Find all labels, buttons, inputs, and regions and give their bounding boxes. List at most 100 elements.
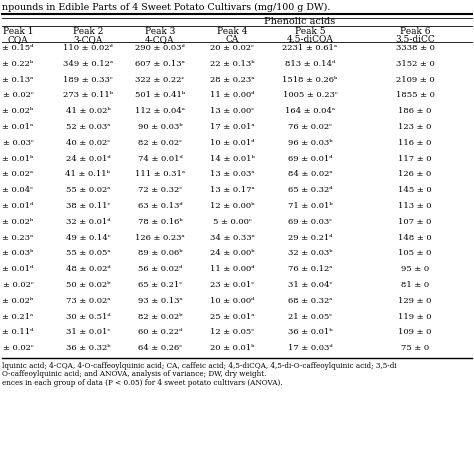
Text: 189 ± 0.33ᶜ: 189 ± 0.33ᶜ (63, 75, 113, 83)
Text: 2109 ± 0: 2109 ± 0 (396, 75, 434, 83)
Text: 186 ± 0: 186 ± 0 (398, 107, 432, 115)
Text: 126 ± 0: 126 ± 0 (398, 170, 432, 178)
Text: 31 ± 0.01ᶜ: 31 ± 0.01ᶜ (66, 328, 110, 337)
Text: ± 0.04ᶜ: ± 0.04ᶜ (2, 186, 34, 194)
Text: 75 ± 0: 75 ± 0 (401, 344, 429, 352)
Text: 12 ± 0.00ᵇ: 12 ± 0.00ᵇ (210, 202, 254, 210)
Text: 30 ± 0.51ᵈ: 30 ± 0.51ᵈ (65, 312, 110, 320)
Text: 69 ± 0.03ᶜ: 69 ± 0.03ᶜ (288, 218, 332, 226)
Text: ± 0.23ᵃ: ± 0.23ᵃ (2, 234, 34, 242)
Text: CQA: CQA (8, 35, 28, 44)
Text: npounds in Edible Parts of 4 Sweet Potato Cultivars (mg/100 g DW).: npounds in Edible Parts of 4 Sweet Potat… (2, 3, 330, 12)
Text: ± 0.02ᵃ: ± 0.02ᵃ (2, 170, 34, 178)
Text: 145 ± 0: 145 ± 0 (398, 186, 432, 194)
Text: 50 ± 0.02ᵇ: 50 ± 0.02ᵇ (66, 281, 110, 289)
Text: ± 0.21ᵃ: ± 0.21ᵃ (2, 312, 34, 320)
Text: 23 ± 0.01ᶜ: 23 ± 0.01ᶜ (210, 281, 254, 289)
Text: 24 ± 0.01ᵈ: 24 ± 0.01ᵈ (65, 155, 110, 163)
Text: 322 ± 0.22ᶜ: 322 ± 0.22ᶜ (136, 75, 185, 83)
Text: 76 ± 0.02ᶜ: 76 ± 0.02ᶜ (288, 123, 332, 131)
Text: 20 ± 0.01ᵇ: 20 ± 0.01ᵇ (210, 344, 254, 352)
Text: 3152 ± 0: 3152 ± 0 (396, 60, 434, 68)
Text: ± 0.22ᵇ: ± 0.22ᵇ (2, 60, 34, 68)
Text: ± 0.02ᶜ: ± 0.02ᶜ (3, 281, 33, 289)
Text: 11 ± 0.00ᵈ: 11 ± 0.00ᵈ (210, 265, 255, 273)
Text: ± 0.01ᵃ: ± 0.01ᵃ (2, 123, 34, 131)
Text: ± 0.03ᶜ: ± 0.03ᶜ (2, 139, 34, 147)
Text: 82 ± 0.02ᵇ: 82 ± 0.02ᵇ (138, 312, 182, 320)
Text: 11 ± 0.00ᵈ: 11 ± 0.00ᵈ (210, 91, 255, 100)
Text: 93 ± 0.13ᵃ: 93 ± 0.13ᵃ (137, 297, 182, 305)
Text: 3,5-diCC: 3,5-diCC (395, 35, 435, 44)
Text: 17 ± 0.03ᵈ: 17 ± 0.03ᵈ (288, 344, 332, 352)
Text: 38 ± 0.11ᶜ: 38 ± 0.11ᶜ (66, 202, 110, 210)
Text: ± 0.01ᵈ: ± 0.01ᵈ (2, 265, 34, 273)
Text: 123 ± 0: 123 ± 0 (398, 123, 432, 131)
Text: 1518 ± 0.26ᵇ: 1518 ± 0.26ᵇ (283, 75, 337, 83)
Text: ences in each group of data (P < 0.05) for 4 sweet potato cultivars (ANOVA).: ences in each group of data (P < 0.05) f… (2, 379, 283, 387)
Text: 82 ± 0.02ᶜ: 82 ± 0.02ᶜ (138, 139, 182, 147)
Text: Peak 1: Peak 1 (3, 27, 33, 36)
Text: 1005 ± 0.23ᶜ: 1005 ± 0.23ᶜ (283, 91, 337, 100)
Text: 76 ± 0.12ᵃ: 76 ± 0.12ᵃ (288, 265, 332, 273)
Text: 116 ± 0: 116 ± 0 (398, 139, 432, 147)
Text: 290 ± 0.03ᵈ: 290 ± 0.03ᵈ (135, 44, 185, 52)
Text: 95 ± 0: 95 ± 0 (401, 265, 429, 273)
Text: 48 ± 0.02ᵈ: 48 ± 0.02ᵈ (65, 265, 110, 273)
Text: 41 ± 0.11ᵇ: 41 ± 0.11ᵇ (65, 170, 110, 178)
Text: 65 ± 0.32ᵈ: 65 ± 0.32ᵈ (288, 186, 332, 194)
Text: 36 ± 0.32ᵇ: 36 ± 0.32ᵇ (66, 344, 110, 352)
Text: 96 ± 0.03ᵇ: 96 ± 0.03ᵇ (288, 139, 332, 147)
Text: 24 ± 0.00ᵇ: 24 ± 0.00ᵇ (210, 249, 255, 257)
Text: lquinic acid; 4-CQA, 4-O-caffeoylquinic acid; CA, caffeic acid; 4,5-diCQA, 4,5-d: lquinic acid; 4-CQA, 4-O-caffeoylquinic … (2, 362, 397, 370)
Text: 28 ± 0.23ᵃ: 28 ± 0.23ᵃ (210, 75, 254, 83)
Text: 32 ± 0.03ᵇ: 32 ± 0.03ᵇ (288, 249, 332, 257)
Text: Peak 6: Peak 6 (400, 27, 430, 36)
Text: 32 ± 0.01ᵈ: 32 ± 0.01ᵈ (66, 218, 110, 226)
Text: 110 ± 0.02ᵈ: 110 ± 0.02ᵈ (63, 44, 113, 52)
Text: 117 ± 0: 117 ± 0 (398, 155, 432, 163)
Text: 349 ± 0.12ᵃ: 349 ± 0.12ᵃ (63, 60, 113, 68)
Text: 81 ± 0: 81 ± 0 (401, 281, 429, 289)
Text: 12 ± 0.05ᶜ: 12 ± 0.05ᶜ (210, 328, 254, 337)
Text: 56 ± 0.02ᵈ: 56 ± 0.02ᵈ (138, 265, 182, 273)
Text: 65 ± 0.21ᶜ: 65 ± 0.21ᶜ (138, 281, 182, 289)
Text: 148 ± 0: 148 ± 0 (398, 234, 432, 242)
Text: 29 ± 0.21ᵈ: 29 ± 0.21ᵈ (288, 234, 332, 242)
Text: 607 ± 0.13ᵃ: 607 ± 0.13ᵃ (135, 60, 185, 68)
Text: 52 ± 0.03ᵃ: 52 ± 0.03ᵃ (66, 123, 110, 131)
Text: 3338 ± 0: 3338 ± 0 (396, 44, 435, 52)
Text: 64 ± 0.26ᶜ: 64 ± 0.26ᶜ (138, 344, 182, 352)
Text: 31 ± 0.04ᶜ: 31 ± 0.04ᶜ (288, 281, 332, 289)
Text: 1855 ± 0: 1855 ± 0 (396, 91, 435, 100)
Text: ± 0.02ᵇ: ± 0.02ᵇ (2, 218, 34, 226)
Text: 129 ± 0: 129 ± 0 (398, 297, 432, 305)
Text: 34 ± 0.33ᵃ: 34 ± 0.33ᵃ (210, 234, 255, 242)
Text: 126 ± 0.23ᵃ: 126 ± 0.23ᵃ (135, 234, 185, 242)
Text: 21 ± 0.05ᶜ: 21 ± 0.05ᶜ (288, 312, 332, 320)
Text: 72 ± 0.32ᶜ: 72 ± 0.32ᶜ (138, 186, 182, 194)
Text: 4,5-diCQA: 4,5-diCQA (287, 35, 333, 44)
Text: Phenolic acids: Phenolic acids (264, 17, 336, 26)
Text: 84 ± 0.02ᵃ: 84 ± 0.02ᵃ (288, 170, 332, 178)
Text: ± 0.02ᶜ: ± 0.02ᶜ (3, 344, 33, 352)
Text: ± 0.02ᵇ: ± 0.02ᵇ (2, 107, 34, 115)
Text: 164 ± 0.04ᵃ: 164 ± 0.04ᵃ (285, 107, 335, 115)
Text: 49 ± 0.14ᶜ: 49 ± 0.14ᶜ (66, 234, 110, 242)
Text: 90 ± 0.03ᵇ: 90 ± 0.03ᵇ (137, 123, 182, 131)
Text: 55 ± 0.05ᵃ: 55 ± 0.05ᵃ (66, 249, 110, 257)
Text: 73 ± 0.02ᵃ: 73 ± 0.02ᵃ (66, 297, 110, 305)
Text: 68 ± 0.32ᵃ: 68 ± 0.32ᵃ (288, 297, 332, 305)
Text: Peak 3: Peak 3 (145, 27, 175, 36)
Text: 109 ± 0: 109 ± 0 (398, 328, 432, 337)
Text: 71 ± 0.01ᵇ: 71 ± 0.01ᵇ (288, 202, 332, 210)
Text: ± 0.01ᵇ: ± 0.01ᵇ (2, 155, 34, 163)
Text: 105 ± 0: 105 ± 0 (398, 249, 432, 257)
Text: 107 ± 0: 107 ± 0 (398, 218, 432, 226)
Text: 10 ± 0.00ᵈ: 10 ± 0.00ᵈ (210, 297, 254, 305)
Text: 5 ± 0.00ᶜ: 5 ± 0.00ᶜ (213, 218, 251, 226)
Text: ± 0.15ᵈ: ± 0.15ᵈ (2, 44, 34, 52)
Text: O-caffeoylquinic acid; and ANOVA, analysis of variance; DW, dry weight.: O-caffeoylquinic acid; and ANOVA, analys… (2, 371, 266, 379)
Text: 78 ± 0.16ᵇ: 78 ± 0.16ᵇ (137, 218, 182, 226)
Text: 2231 ± 0.61ᵃ: 2231 ± 0.61ᵃ (283, 44, 337, 52)
